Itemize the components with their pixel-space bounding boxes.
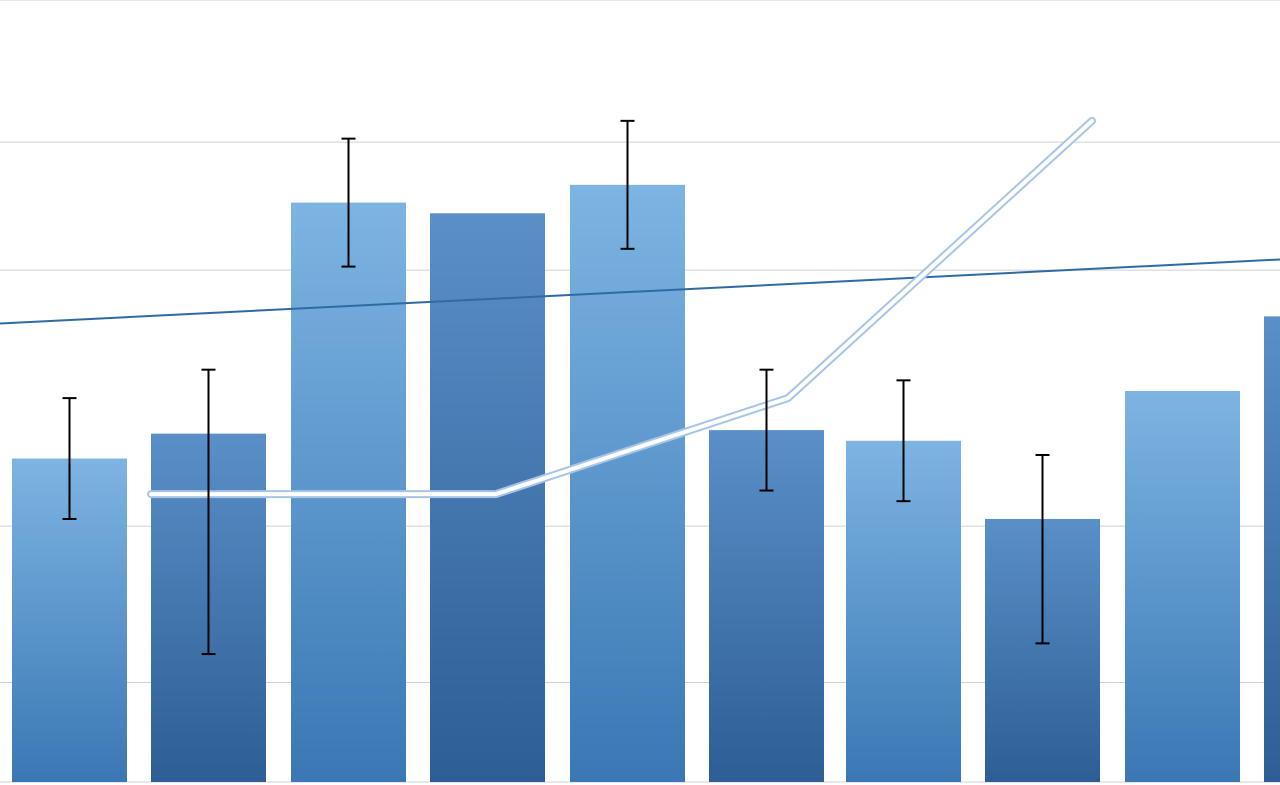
bar-chart xyxy=(0,0,1280,785)
chart-container xyxy=(0,0,1280,785)
bar xyxy=(1125,391,1240,782)
bar xyxy=(570,185,685,782)
bar xyxy=(1264,316,1280,782)
